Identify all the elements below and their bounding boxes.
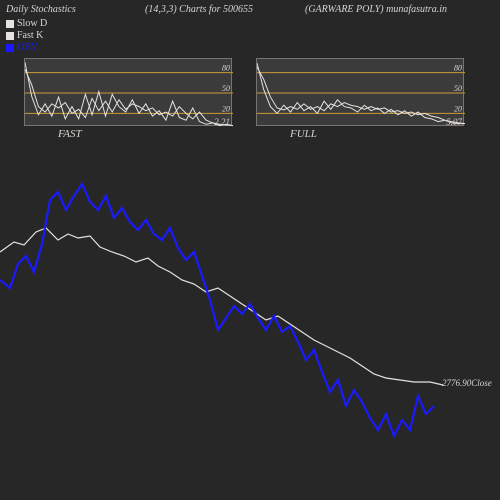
main-chart-svg — [0, 0, 500, 500]
close-label: 2776.90Close — [442, 378, 492, 388]
chart-container: Daily Stochastics (14,3,3) Charts for 50… — [0, 0, 500, 500]
